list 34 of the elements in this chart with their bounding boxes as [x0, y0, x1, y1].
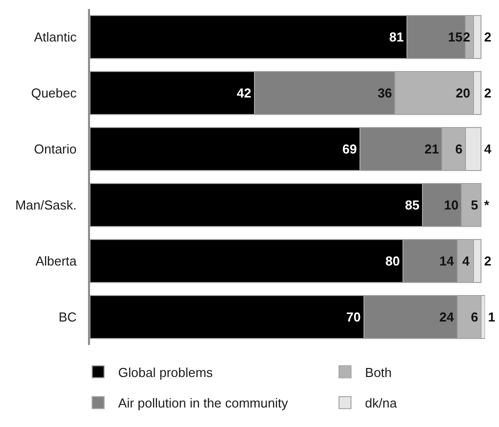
y-tick-label: Quebec — [31, 86, 78, 101]
legend-label: Both — [365, 364, 392, 380]
data-label: 15 — [448, 30, 462, 44]
data-label: 10 — [444, 198, 459, 212]
data-label: 24 — [439, 310, 455, 324]
data-label: 2 — [484, 30, 492, 44]
y-tick-label: Ontario — [34, 142, 77, 157]
y-tick-label: Alberta — [35, 254, 78, 269]
data-label: * — [484, 198, 490, 212]
data-label: 80 — [385, 254, 400, 268]
data-label: 6 — [455, 142, 462, 156]
legend-label: Global problems — [118, 364, 214, 380]
y-tick-label: Man/Sask. — [15, 198, 77, 213]
data-label: 69 — [342, 142, 357, 156]
data-label: 42 — [236, 86, 252, 100]
legend-label: dk/na — [365, 396, 398, 411]
data-label: 70 — [346, 310, 361, 324]
data-label: 21 — [424, 142, 439, 156]
data-label: 4 — [462, 254, 470, 268]
data-label: 14 — [439, 254, 455, 268]
y-tick-label: Atlantic — [34, 30, 78, 45]
data-label: 2 — [463, 30, 470, 44]
data-label: 85 — [404, 198, 420, 212]
data-label: 20 — [456, 86, 470, 100]
data-label: 6 — [470, 310, 478, 324]
data-label: 36 — [378, 86, 392, 100]
data-label: 4 — [484, 142, 492, 156]
data-label: 2 — [484, 86, 492, 100]
data-label: 2 — [484, 254, 492, 268]
y-tick-label: BC — [58, 310, 77, 325]
data-label: 5 — [470, 198, 478, 212]
data-label: 81 — [389, 30, 404, 44]
legend-label: Air pollution in the community — [118, 396, 288, 411]
data-label: 1 — [488, 310, 496, 324]
